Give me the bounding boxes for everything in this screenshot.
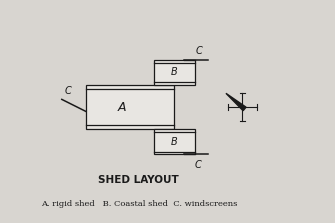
Text: B: B xyxy=(171,137,178,147)
Text: C: C xyxy=(65,86,72,96)
Text: C: C xyxy=(195,161,202,170)
Text: C: C xyxy=(196,46,203,56)
Bar xyxy=(86,85,174,129)
Polygon shape xyxy=(226,93,246,111)
Text: A: A xyxy=(118,101,127,114)
Text: SHED LAYOUT: SHED LAYOUT xyxy=(98,175,179,185)
Text: B: B xyxy=(171,67,178,77)
Bar xyxy=(154,60,195,85)
Text: A. rigid shed   B. Coastal shed  C. windscreens: A. rigid shed B. Coastal shed C. windscr… xyxy=(41,200,237,208)
Bar xyxy=(154,129,195,155)
